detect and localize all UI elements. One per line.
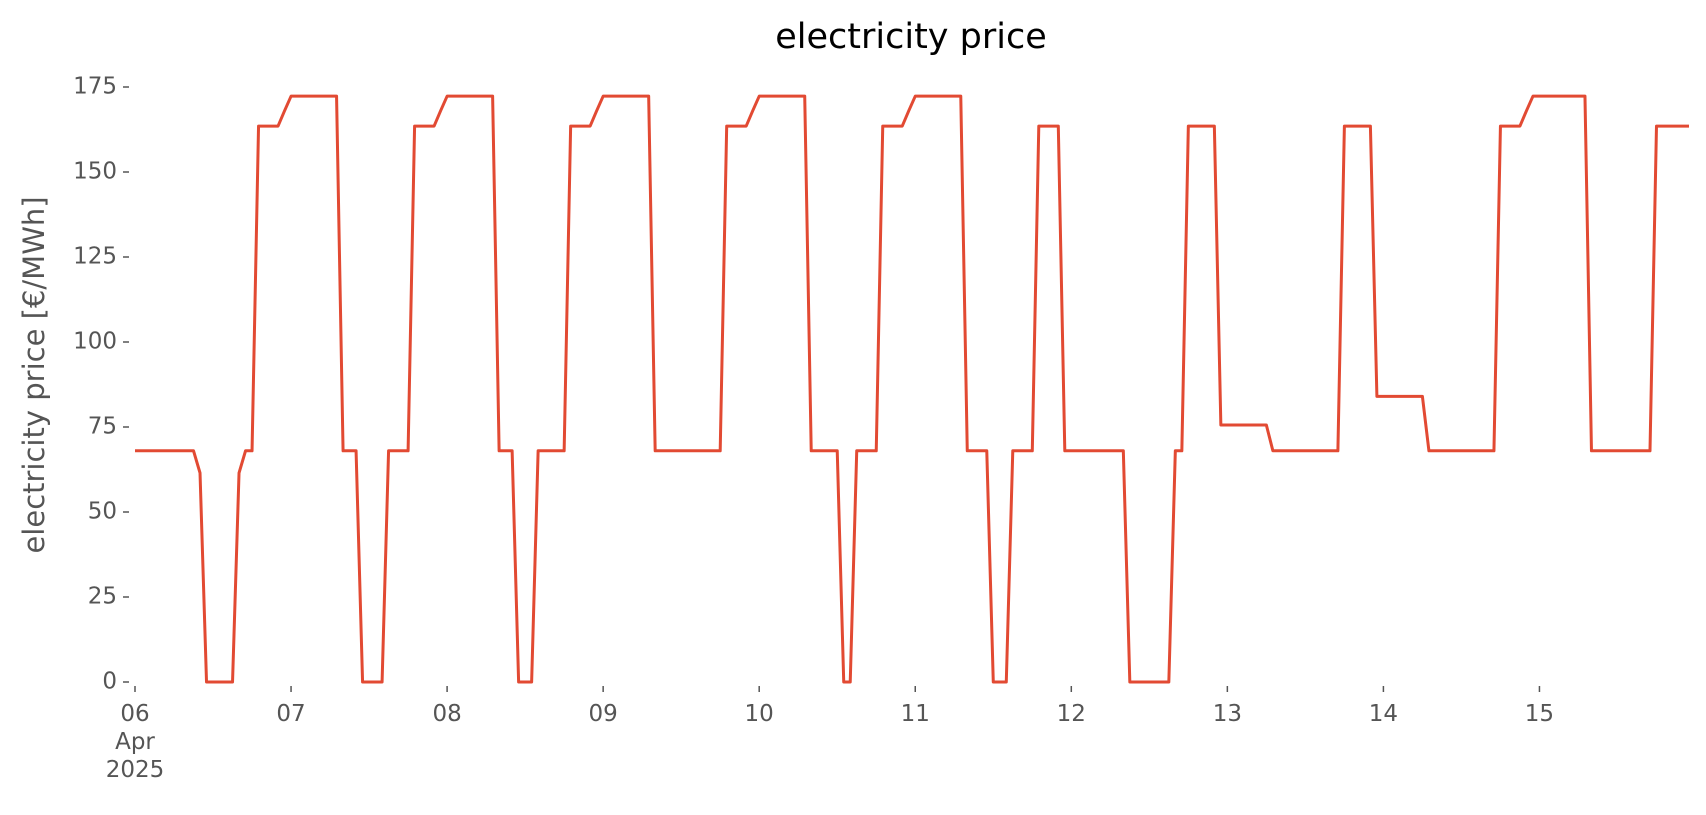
x-tick-label: 14 [1368, 701, 1399, 727]
price-line [135, 94, 1689, 684]
x-tick-label: 07 [276, 701, 306, 727]
y-tick-label: 125 [73, 244, 117, 270]
x-tick-label: 08 [432, 701, 462, 727]
x-tick-label: 06 Apr 2025 [105, 701, 165, 783]
y-axis-label: electricity price [€/MWh] [17, 196, 51, 553]
y-tick-label: 50 [88, 499, 117, 525]
y-tick-label: 75 [88, 414, 117, 440]
x-tick-label: 10 [744, 701, 774, 727]
x-tick-label: 09 [588, 701, 618, 727]
y-tick-label: 100 [73, 329, 117, 355]
y-tick-label: 175 [73, 74, 117, 100]
x-tick-label: 11 [900, 701, 930, 727]
chart-title: electricity price [775, 17, 1047, 57]
x-tick-label: 13 [1212, 701, 1242, 727]
x-tick-label: 12 [1056, 701, 1086, 727]
x-tick-label: 15 [1524, 701, 1555, 727]
y-tick-label: 150 [73, 159, 117, 185]
y-tick-label: 25 [88, 584, 117, 610]
y-tick-label: 0 [102, 669, 117, 695]
